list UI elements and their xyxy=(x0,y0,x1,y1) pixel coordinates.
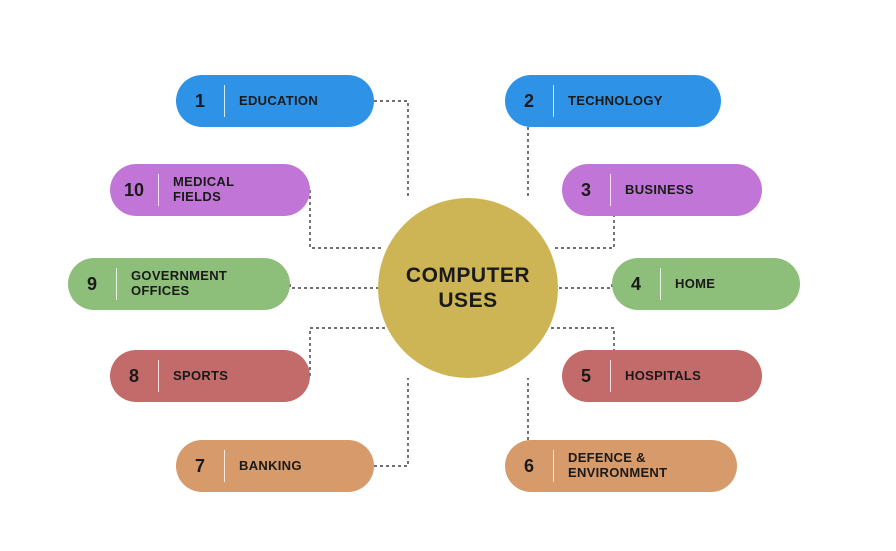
pill-label: SPORTS xyxy=(173,369,228,384)
pill-separator xyxy=(116,268,117,299)
pill-separator xyxy=(610,360,611,391)
pill-7: 7 BANKING xyxy=(176,440,374,492)
pill-separator xyxy=(158,174,159,205)
pill-number: 2 xyxy=(519,91,539,112)
pill-number: 5 xyxy=(576,366,596,387)
pill-number: 7 xyxy=(190,456,210,477)
pill-label: EDUCATION xyxy=(239,94,318,109)
pill-label: HOSPITALS xyxy=(625,369,701,384)
pill-label: TECHNOLOGY xyxy=(568,94,663,109)
pill-label: HOME xyxy=(675,277,715,292)
connector-7 xyxy=(374,378,408,466)
pill-number: 10 xyxy=(124,180,144,201)
pill-label: BANKING xyxy=(239,459,302,474)
center-hub: COMPUTER USES xyxy=(378,198,558,378)
diagram-canvas: { "background_color": "#ffffff", "center… xyxy=(0,0,896,551)
pill-number: 6 xyxy=(519,456,539,477)
pill-number: 4 xyxy=(626,274,646,295)
pill-5: 5 HOSPITALS xyxy=(562,350,762,402)
connector-9 xyxy=(290,284,378,288)
connector-4 xyxy=(558,284,612,288)
pill-separator xyxy=(224,85,225,116)
pill-separator xyxy=(553,450,554,481)
connector-8 xyxy=(310,328,391,376)
pill-label: DEFENCE &ENVIRONMENT xyxy=(568,451,667,481)
pill-6: 6 DEFENCE &ENVIRONMENT xyxy=(505,440,737,492)
pill-4: 4 HOME xyxy=(612,258,800,310)
pill-label: GOVERNMENTOFFICES xyxy=(131,269,227,299)
pill-number: 8 xyxy=(124,366,144,387)
pill-number: 9 xyxy=(82,274,102,295)
pill-separator xyxy=(610,174,611,205)
pill-1: 1 EDUCATION xyxy=(176,75,374,127)
center-label-line1: COMPUTER xyxy=(406,263,530,288)
connector-1 xyxy=(374,101,408,198)
connector-10 xyxy=(310,190,384,248)
pill-separator xyxy=(660,268,661,299)
pill-separator xyxy=(553,85,554,116)
pill-number: 1 xyxy=(190,91,210,112)
pill-number: 3 xyxy=(576,180,596,201)
pill-separator xyxy=(224,450,225,481)
pill-9: 9 GOVERNMENTOFFICES xyxy=(68,258,290,310)
pill-10: 10 MEDICALFIELDS xyxy=(110,164,310,216)
pill-3: 3 BUSINESS xyxy=(562,164,762,216)
pill-separator xyxy=(158,360,159,391)
pill-8: 8 SPORTS xyxy=(110,350,310,402)
pill-label: BUSINESS xyxy=(625,183,694,198)
center-label-line2: USES xyxy=(406,288,530,313)
pill-label: MEDICALFIELDS xyxy=(173,175,234,205)
pill-2: 2 TECHNOLOGY xyxy=(505,75,721,127)
